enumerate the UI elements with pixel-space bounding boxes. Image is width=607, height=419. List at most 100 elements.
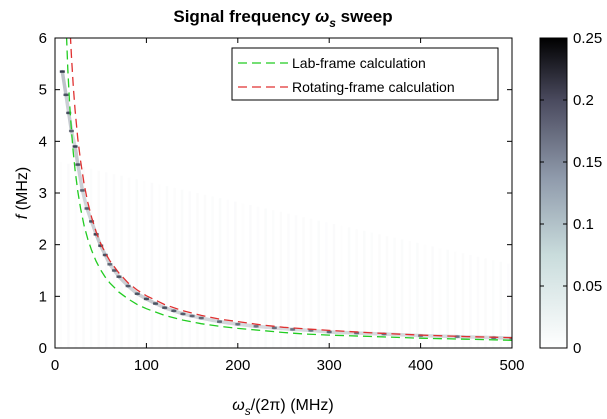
x-axis-label: ωs/(2π) (MHz) <box>232 397 334 418</box>
trace-point <box>180 313 185 315</box>
streak <box>416 243 419 348</box>
trace-point <box>190 315 195 317</box>
trace-point <box>60 70 65 72</box>
colorbar-tick-label: 0.1 <box>573 216 594 233</box>
streak <box>90 169 93 348</box>
trace-point <box>171 310 176 312</box>
streak <box>189 191 192 348</box>
streak <box>318 221 321 348</box>
streak <box>386 236 389 348</box>
x-tick-label: 100 <box>134 357 159 374</box>
y-tick-label: 3 <box>39 185 47 202</box>
streak <box>181 190 184 348</box>
colorbar-tick-label: 0.05 <box>573 278 602 295</box>
trace-point <box>272 327 277 329</box>
colorbar-tick-label: 0 <box>573 340 581 357</box>
trace-point <box>235 323 240 325</box>
trace-point <box>153 302 158 304</box>
legend-label-rotating: Rotating-frame calculation <box>292 79 455 95</box>
trace-point <box>63 94 68 96</box>
streak <box>484 258 487 348</box>
trace-point <box>199 317 204 319</box>
streak <box>173 188 176 348</box>
x-tick-label: 0 <box>51 357 59 374</box>
streak <box>507 264 510 348</box>
streak <box>431 246 434 348</box>
streak <box>98 171 101 348</box>
streak <box>401 240 404 349</box>
streak <box>378 234 381 348</box>
trace-point <box>116 276 121 278</box>
trace-point <box>69 130 74 132</box>
legend-label-lab: Lab-frame calculation <box>292 55 426 71</box>
colorbar-tick-label: 0.15 <box>573 154 602 171</box>
streak <box>363 231 366 348</box>
streak <box>234 202 237 348</box>
x-tick-label: 300 <box>317 357 342 374</box>
trace-point <box>135 293 140 295</box>
colorbar-tick-label: 0.25 <box>573 30 602 47</box>
streak <box>477 257 480 348</box>
trace-point <box>107 263 112 265</box>
legend: Lab-frame calculation Rotating-frame cal… <box>232 48 498 100</box>
y-tick-label: 0 <box>39 340 47 357</box>
y-tick-label: 4 <box>39 133 47 150</box>
streak <box>128 178 130 349</box>
streak <box>151 183 154 348</box>
streak <box>158 184 161 348</box>
streak <box>348 227 351 348</box>
streak <box>500 262 503 348</box>
trace-point <box>75 163 80 165</box>
colorbar-gradient <box>540 38 567 348</box>
streak <box>120 176 123 348</box>
colorbar: 0 0.05 0.1 0.15 0.2 0.25 <box>540 30 602 357</box>
x-tick-label: 400 <box>408 357 433 374</box>
streak <box>454 252 457 348</box>
y-tick-label: 5 <box>39 82 47 99</box>
streak <box>446 250 449 348</box>
streak <box>393 238 396 348</box>
trace-point <box>217 320 222 322</box>
streak <box>355 229 358 348</box>
streak <box>143 181 146 348</box>
y-tick-label: 1 <box>39 288 47 305</box>
trace-point <box>144 298 149 300</box>
streak <box>409 241 412 348</box>
trace-point <box>126 285 131 287</box>
streak <box>333 224 336 348</box>
y-tick-label: 6 <box>39 30 47 47</box>
trace-point <box>73 145 78 147</box>
trace-segment <box>274 328 292 330</box>
streak <box>439 248 442 348</box>
streak <box>196 193 199 348</box>
colorbar-tick-label: 0.2 <box>573 92 594 109</box>
streak <box>492 260 495 348</box>
trace-point <box>254 325 259 327</box>
streak <box>462 253 465 348</box>
streak <box>166 186 169 348</box>
streak <box>204 195 207 348</box>
x-tick-label: 200 <box>225 357 250 374</box>
streak <box>424 245 427 348</box>
streak <box>469 255 472 348</box>
streak <box>325 222 328 348</box>
trace-segment <box>238 324 256 326</box>
streak <box>60 162 63 348</box>
streak <box>226 200 229 348</box>
y-axis-label: f (MHz) <box>14 167 31 219</box>
trace-segment <box>384 334 421 336</box>
trace-point <box>80 189 85 191</box>
streak <box>340 226 343 348</box>
streak <box>371 233 374 348</box>
streak <box>67 164 70 348</box>
streak <box>75 165 78 348</box>
chart-title: Signal frequency ωs sweep <box>173 7 392 30</box>
streak <box>113 174 116 348</box>
x-tick-label: 500 <box>499 357 524 374</box>
trace-point <box>162 307 167 309</box>
y-tick-label: 2 <box>39 237 47 254</box>
streak <box>135 179 138 348</box>
streak <box>219 198 222 348</box>
trace-point <box>327 331 332 333</box>
